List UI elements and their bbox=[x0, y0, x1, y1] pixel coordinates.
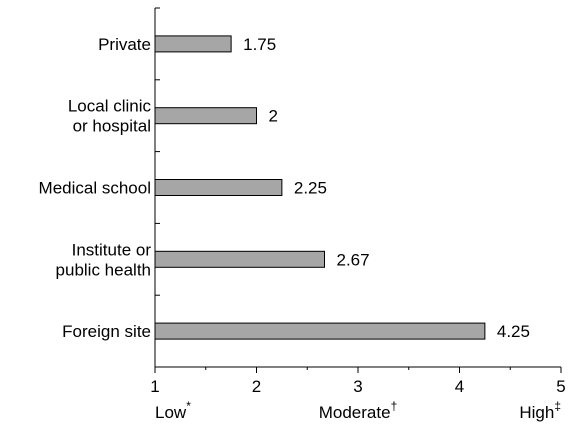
category-label: Foreign site bbox=[62, 322, 151, 341]
bar bbox=[154, 35, 232, 53]
bar bbox=[154, 250, 326, 268]
scale-label: Low* bbox=[155, 399, 191, 422]
bar-value-label: 2.67 bbox=[337, 250, 370, 269]
x-tick-label: 5 bbox=[556, 377, 565, 396]
x-tick-label: 2 bbox=[252, 377, 261, 396]
bar-value-label: 1.75 bbox=[243, 35, 276, 54]
x-tick-label: 3 bbox=[353, 377, 362, 396]
bar bbox=[154, 107, 257, 125]
bar bbox=[154, 179, 283, 196]
bar-value-label: 2 bbox=[269, 107, 278, 126]
scale-label: High‡ bbox=[519, 399, 561, 422]
scale-label: Moderate† bbox=[319, 399, 398, 422]
category-label: Local clinic or hospital bbox=[68, 97, 152, 136]
bar bbox=[154, 322, 486, 340]
category-label: Medical school bbox=[39, 179, 151, 198]
category-label: Private bbox=[98, 35, 151, 54]
x-tick-label: 1 bbox=[150, 377, 159, 396]
x-tick-label: 4 bbox=[455, 377, 464, 396]
bar-value-label: 2.25 bbox=[294, 179, 327, 198]
bar-value-label: 4.25 bbox=[497, 322, 530, 341]
category-label: Institute or public health bbox=[56, 240, 152, 279]
